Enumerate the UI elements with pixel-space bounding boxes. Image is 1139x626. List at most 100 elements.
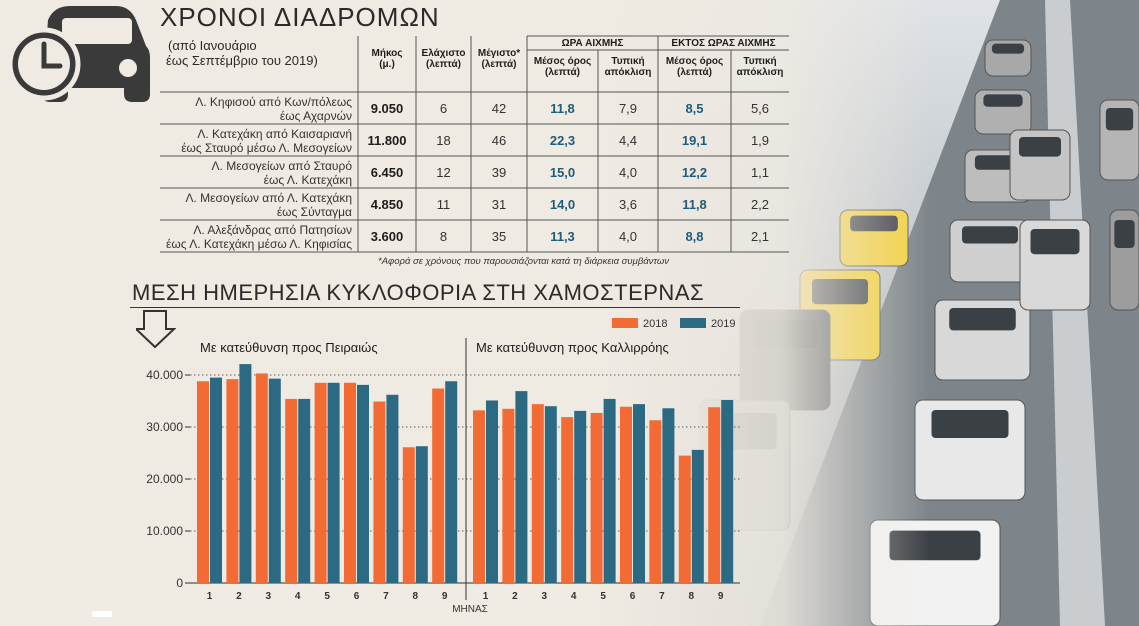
cell-peak-std: 4,0: [618, 165, 638, 180]
cell-max: 35: [491, 229, 507, 244]
bar-2018: [561, 417, 574, 583]
y-tick-label: 10.000: [146, 524, 183, 538]
x-tick-label: 8: [413, 591, 419, 602]
bar-2019: [268, 378, 281, 583]
chart-title: ΜΕΣΗ ΗΜΕΡΗΣΙΑ ΚΥΚΛΟΦΟΡΙΑ ΣΤΗ ΧΑΜΟΣΤΕΡΝΑΣ: [132, 280, 705, 305]
bar-2019: [486, 400, 498, 583]
photo-car-window: [983, 94, 1023, 107]
cell-length: 6.450: [370, 165, 404, 180]
cell-max: 42: [491, 101, 507, 116]
bar-2019: [515, 391, 528, 583]
bar-2018: [373, 401, 386, 583]
bar-2018: [314, 382, 327, 583]
cell-offpeak-mean: 11,8: [682, 197, 707, 212]
x-tick-label: 2: [512, 591, 518, 602]
col-offpeak-mean-header-line: Μέσος όρος: [665, 56, 724, 67]
col-offpeak-std-header-line: απόκλιση: [736, 67, 784, 78]
photo-car-window: [931, 410, 1009, 438]
bar-2019: [298, 398, 311, 583]
route-line: Λ. Μεσογείων από Λ. Κατεχάκη: [185, 191, 352, 205]
cell-peak-mean: 15,0: [549, 165, 576, 180]
bar-2019: [633, 404, 645, 583]
x-tick-label: 3: [542, 591, 548, 602]
cell-peak-mean: 14,0: [549, 197, 576, 212]
cell-peak-mean: 11,8: [550, 101, 575, 116]
cell-offpeak-mean: 12,2: [681, 165, 708, 180]
cell-min: 12: [436, 165, 451, 180]
col-min-header: Ελάχιστο (λεπτά): [416, 48, 471, 70]
cell-length: 3.600: [370, 229, 404, 244]
page-subtitle: (από Ιανουάριο έως Σεπτέμβριο του 2019): [160, 38, 318, 68]
col-length-header-line: Μήκος: [371, 48, 403, 59]
cell-peak-mean: 11,3: [550, 229, 575, 244]
panel-label: Με κατεύθυνση προς Καλλιρρόης: [476, 340, 669, 355]
x-tick-label: 8: [689, 591, 695, 602]
cell-offpeak-mean: 19,1: [681, 133, 708, 148]
bar-2018: [473, 410, 485, 583]
subtitle-line-2: έως Σεπτέμβριο του 2019): [166, 53, 318, 68]
cell-length: 9.050: [370, 101, 404, 116]
photo-car-window: [1019, 137, 1061, 157]
col-offpeak-group-header: ΕΚΤΟΣ ΩΡΑΣ ΑΙΧΜΗΣ: [671, 38, 776, 49]
x-tick-label: 5: [324, 591, 330, 602]
bar-2019: [662, 408, 675, 583]
col-offpeak-std-header-line: Τυπική: [743, 56, 777, 67]
cell-max: 46: [491, 133, 507, 148]
bar-2019: [603, 398, 616, 583]
panel-label: Με κατεύθυνση προς Πειραιώς: [200, 340, 378, 355]
x-tick-label: 4: [571, 591, 577, 602]
bar-2018: [678, 455, 691, 583]
route-line: Λ. Κατεχάκη από Καισαριανή: [197, 127, 352, 141]
cell-length: 4.850: [370, 197, 404, 212]
x-tick-label: 3: [266, 591, 272, 602]
route-line: έως Σύνταγμα: [276, 205, 352, 219]
x-tick-label: 5: [600, 591, 606, 602]
bar-2019: [386, 394, 399, 583]
x-tick-label: 7: [659, 591, 665, 602]
cell-peak-std: 4,4: [618, 133, 638, 148]
col-offpeak-mean-header: Μέσος όρος (λεπτά): [658, 56, 731, 78]
cell-offpeak-std: 2,1: [750, 229, 770, 244]
table-grid: [160, 35, 789, 253]
x-tick-label: 4: [295, 591, 301, 602]
cell-offpeak-std: 2,2: [750, 197, 770, 212]
table-footnote: *Αφορά σε χρόνους που παρουσιάζονται κατ…: [378, 256, 669, 267]
table-row-route: Λ. Αλεξάνδρας από Πατησίων έως Λ. Κατεχάκ…: [120, 223, 352, 251]
x-tick-label: 7: [383, 591, 389, 602]
cell-offpeak-mean: 8,5: [685, 101, 704, 116]
x-tick-label: 1: [207, 591, 213, 602]
bar-2019: [691, 449, 704, 583]
col-max-header-line: (λεπτά): [481, 59, 517, 70]
cell-peak-std: 3,6: [618, 197, 638, 212]
cell-length: 11.800: [367, 133, 407, 148]
x-tick-label: 6: [354, 591, 360, 602]
page-title: ΧΡΟΝΟΙ ΔΙΑΔΡΟΜΩΝ: [160, 2, 440, 32]
bar-2018: [590, 412, 603, 583]
col-length-header: Μήκος (μ.): [358, 48, 416, 70]
car-clock-icon: [8, 6, 150, 102]
route-line: Λ. Αλεξάνδρας από Πατησίων: [193, 223, 352, 237]
bar-2018: [432, 388, 445, 583]
photo-car-window: [962, 226, 1018, 244]
bar-2019: [574, 410, 587, 583]
col-peak-std-header-line: απόκλιση: [604, 67, 652, 78]
cell-peak-mean: 22,3: [549, 133, 576, 148]
bar-2018: [255, 373, 268, 583]
photo-car-window: [1030, 229, 1080, 255]
bar-2019: [721, 399, 734, 583]
x-axis-label: ΜΗΝΑΣ: [452, 604, 488, 615]
bar-2018: [502, 408, 515, 583]
route-line: έως Αχαρνών: [279, 109, 352, 123]
photo-car-window: [1105, 108, 1134, 131]
photo-car-window: [949, 308, 1016, 331]
x-tick-label: 9: [718, 591, 724, 602]
cell-offpeak-std: 5,6: [750, 101, 770, 116]
col-peak-mean-header-line: Μέσος όρος: [533, 56, 592, 67]
cell-offpeak-std: 1,1: [750, 165, 770, 180]
cell-peak-std: 4,0: [618, 229, 638, 244]
cell-min: 8: [439, 229, 448, 244]
col-peak-std-header-line: Τυπική: [611, 56, 645, 67]
route-line: Λ. Μεσογείων από Σταυρό: [211, 159, 352, 173]
legend-label-2018: 2018: [643, 318, 667, 330]
